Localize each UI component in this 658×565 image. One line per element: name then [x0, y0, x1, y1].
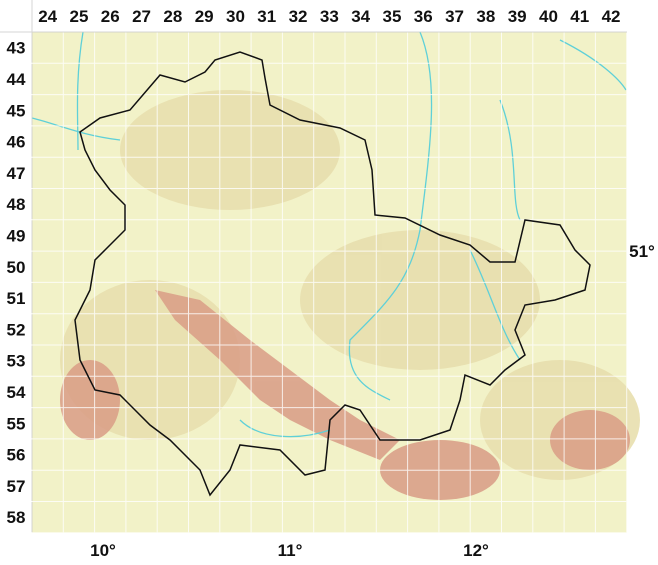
- column-label: 35: [382, 7, 401, 26]
- row-label: 53: [7, 352, 26, 371]
- row-label: 55: [7, 414, 26, 433]
- column-label: 34: [351, 7, 370, 26]
- state-border: [74, 51, 591, 497]
- longitude-label: 12°: [463, 541, 489, 560]
- column-label: 33: [320, 7, 339, 26]
- column-label: 30: [226, 7, 245, 26]
- row-label: 43: [7, 39, 26, 58]
- row-label: 44: [7, 70, 26, 89]
- row-label: 51: [7, 289, 26, 308]
- grid-lines: [0, 0, 628, 534]
- row-label: 58: [7, 508, 26, 527]
- row-label: 47: [7, 164, 26, 183]
- row-label: 49: [7, 226, 26, 245]
- row-label: 50: [7, 258, 26, 277]
- row-label: 52: [7, 320, 26, 339]
- row-label: 45: [7, 101, 26, 120]
- row-label: 54: [7, 383, 26, 402]
- row-label: 57: [7, 477, 26, 496]
- row-label: 48: [7, 195, 26, 214]
- terrain-hills: [60, 90, 640, 480]
- column-label: 32: [289, 7, 308, 26]
- column-label: 31: [257, 7, 276, 26]
- column-label: 39: [508, 7, 527, 26]
- column-label: 28: [163, 7, 182, 26]
- column-label: 27: [132, 7, 151, 26]
- column-label: 41: [570, 7, 589, 26]
- column-label: 37: [445, 7, 464, 26]
- column-label: 24: [38, 7, 57, 26]
- rivers: [31, 31, 627, 438]
- row-label: 46: [7, 133, 26, 152]
- column-label: 26: [101, 7, 120, 26]
- longitude-label: 10°: [90, 541, 116, 560]
- row-label: 56: [7, 446, 26, 465]
- longitude-label: 11°: [278, 541, 303, 560]
- column-label: 38: [476, 7, 495, 26]
- column-labels: 24 25 26 27 28 29 30 31 32 33 34 35 36 37 38 39 40 41 42: [38, 7, 620, 26]
- column-label: 25: [69, 7, 88, 26]
- column-label: 42: [602, 7, 621, 26]
- row-labels: 43 44 45 46 47 48 49 50 51 52 53 54 55 56 57 58: [7, 39, 26, 528]
- column-label: 36: [414, 7, 433, 26]
- latitude-label: 51°: [629, 242, 655, 261]
- column-label: 29: [195, 7, 214, 26]
- column-label: 40: [539, 7, 558, 26]
